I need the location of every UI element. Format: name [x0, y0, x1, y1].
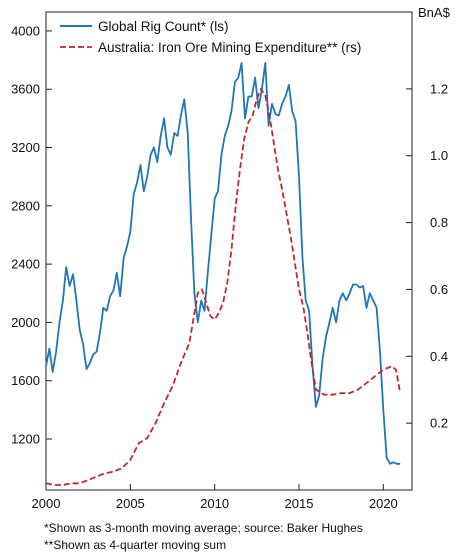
y-left-tick-label: 2000 — [11, 315, 40, 330]
y-right-tick-label: 1.2 — [430, 81, 448, 96]
y-right-tick-label: 0.2 — [430, 416, 448, 431]
footnote-source: *Shown as 3-month moving average; source… — [44, 521, 363, 535]
y-right-tick-label: 0.8 — [430, 215, 448, 230]
y-left-tick-label: 3200 — [11, 140, 40, 155]
legend-label-rig-count: Global Rig Count* (ls) — [98, 19, 229, 34]
x-tick-label: 2020 — [369, 496, 398, 511]
y-left-tick-label: 4000 — [11, 23, 40, 38]
right-axis-unit-label: BnA$ — [418, 5, 451, 20]
x-tick-label: 2005 — [116, 496, 145, 511]
x-tick-label: 2000 — [32, 496, 61, 511]
legend: Global Rig Count* (ls) Australia: Iron O… — [60, 19, 361, 55]
y-left-tick-label: 2400 — [11, 257, 40, 272]
series-lines — [45, 62, 402, 486]
footnote-moving-sum: **Shown as 4-quarter moving sum — [44, 538, 227, 552]
y-left-tick-label: 2800 — [11, 198, 40, 213]
plot-frame — [45, 11, 413, 491]
y-right-tick-label: 0.4 — [430, 349, 448, 364]
y-left-tick-label: 3600 — [11, 82, 40, 97]
x-tick-label: 2015 — [285, 496, 314, 511]
axis-ticks: 2000 2005 2010 2015 2020 1200 1600 2000 2400 2800… — [11, 23, 448, 511]
legend-label-iron-ore: Australia: Iron Ore Mining Expenditure**… — [98, 40, 361, 55]
x-tick-label: 2010 — [200, 496, 229, 511]
y-left-tick-label: 1200 — [11, 431, 40, 446]
y-right-tick-label: 0.6 — [430, 282, 448, 297]
y-left-tick-label: 1600 — [11, 373, 40, 388]
y-right-tick-label: 1.0 — [430, 148, 448, 163]
series-line-iron-ore — [45, 88, 402, 486]
series-line-rig-count — [45, 62, 401, 465]
